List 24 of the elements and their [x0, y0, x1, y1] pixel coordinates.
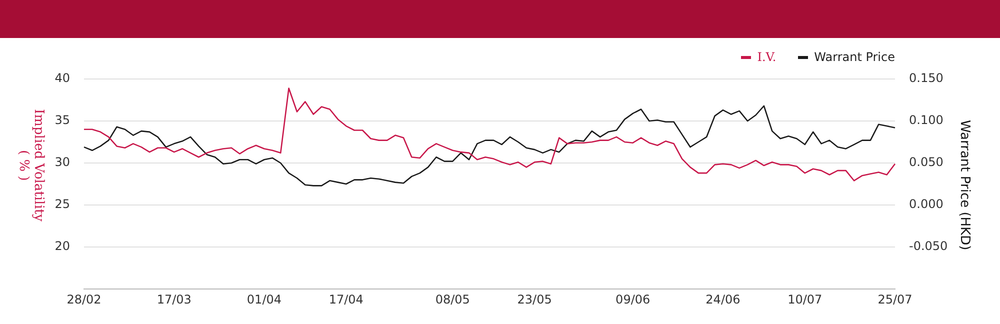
y2-axis-title: Warrant Price (HKD): [957, 118, 972, 252]
y-tick-label: 40: [54, 71, 70, 86]
y2-tick-label: 0.100: [909, 113, 944, 128]
x-tick-label: 17/03: [156, 292, 192, 306]
x-tick-label: 24/06: [706, 292, 740, 306]
y2-tick-label: -0.050: [909, 239, 948, 254]
y-tick-label: 30: [54, 155, 70, 170]
x-tick-label: 09/06: [616, 292, 650, 306]
x-tick-label: 01/04: [246, 292, 282, 306]
y2-tick-label: 0.050: [909, 155, 944, 170]
legend-label: I.V.: [757, 50, 776, 64]
y-tick-label: 35: [54, 113, 70, 128]
y-tick-label: 20: [54, 239, 70, 254]
y2-tick-label: 0.000: [909, 197, 944, 212]
x-tick-label: 08/05: [435, 292, 470, 306]
x-tick-label: 10/07: [788, 292, 822, 306]
x-tick-label: 17/04: [328, 292, 364, 306]
y-tick-label: 25: [54, 197, 70, 212]
y-axis-title: Implied Volatility ( % ): [16, 108, 46, 224]
y2-tick-label: 0.150: [909, 71, 944, 86]
x-tick-label: 25/07: [878, 292, 912, 306]
legend-label: Warrant Price: [814, 50, 895, 64]
x-tick-label: 23/05: [517, 292, 552, 306]
x-tick-label: 28/02: [66, 292, 102, 306]
